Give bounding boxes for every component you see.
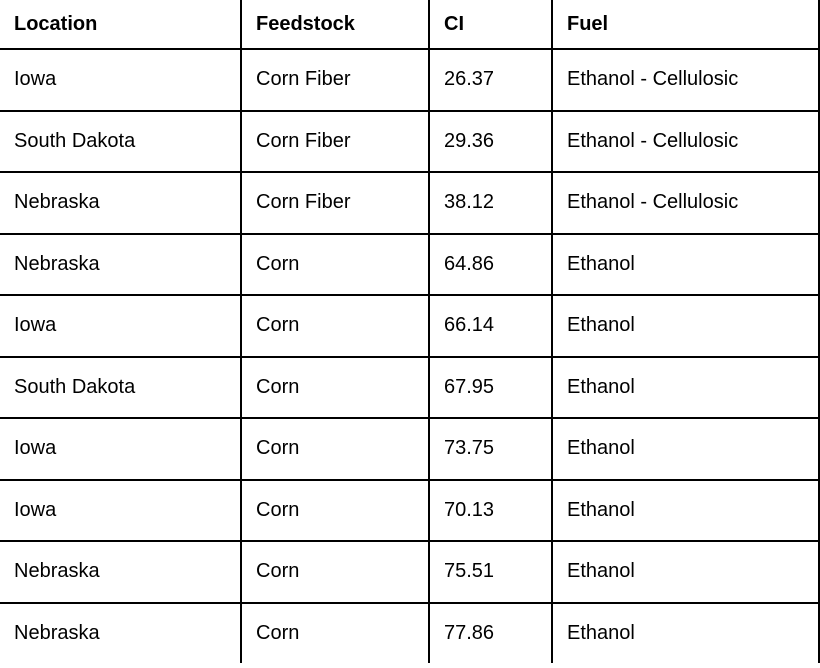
- table-cell: Ethanol: [551, 232, 820, 296]
- table-cell: 29.36: [428, 109, 553, 173]
- table-cell: Nebraska: [0, 540, 242, 604]
- table-row: South Dakota Corn 67.95 Ethanol: [0, 355, 820, 419]
- table-cell: Corn Fiber: [240, 48, 430, 112]
- table-row: South Dakota Corn Fiber 29.36 Ethanol - Cel…: [0, 109, 820, 173]
- table-cell: 75.51: [428, 540, 553, 604]
- table-cell: Iowa: [0, 48, 242, 112]
- table-cell: Ethanol: [551, 601, 820, 663]
- table-cell: Corn: [240, 294, 430, 358]
- table-cell: Corn: [240, 232, 430, 296]
- table-cell: 67.95: [428, 355, 553, 419]
- table-cell: 73.75: [428, 417, 553, 481]
- table-cell: 64.86: [428, 232, 553, 296]
- table-cell: Ethanol - Cellulosic: [551, 48, 820, 112]
- table-cell: Ethanol: [551, 294, 820, 358]
- table-cell: 70.13: [428, 478, 553, 542]
- table-row: Iowa Corn 70.13 Ethanol: [0, 478, 820, 542]
- table-cell: Iowa: [0, 417, 242, 481]
- column-header-location: Location: [0, 0, 242, 50]
- table-cell: Corn: [240, 417, 430, 481]
- table-row: Nebraska Corn 75.51 Ethanol: [0, 540, 820, 604]
- table-cell: Nebraska: [0, 171, 242, 235]
- table-row: Nebraska Corn Fiber 38.12 Ethanol - Cellulo…: [0, 171, 820, 235]
- table-cell: 26.37: [428, 48, 553, 112]
- table-cell: Corn Fiber: [240, 171, 430, 235]
- table-cell: Ethanol - Cellulosic: [551, 109, 820, 173]
- column-header-ci: CI: [428, 0, 553, 50]
- table-cell: 66.14: [428, 294, 553, 358]
- table-cell: 38.12: [428, 171, 553, 235]
- table-body: Iowa Corn Fiber 26.37 Ethanol - Cellulosic S…: [0, 48, 820, 663]
- table-cell: Ethanol: [551, 478, 820, 542]
- table-cell: South Dakota: [0, 355, 242, 419]
- table-cell: Ethanol: [551, 355, 820, 419]
- table-cell: Corn Fiber: [240, 109, 430, 173]
- table-cell: South Dakota: [0, 109, 242, 173]
- table-row: Iowa Corn 66.14 Ethanol: [0, 294, 820, 358]
- table-cell: Nebraska: [0, 232, 242, 296]
- table-row: Iowa Corn Fiber 26.37 Ethanol - Cellulosic: [0, 48, 820, 112]
- column-header-fuel: Fuel: [551, 0, 820, 50]
- table-cell: Ethanol - Cellulosic: [551, 171, 820, 235]
- table-cell: 77.86: [428, 601, 553, 663]
- header-row: Location Feedstock CI Fuel: [0, 0, 820, 50]
- table-row: Nebraska Corn 77.86 Ethanol: [0, 601, 820, 663]
- table-cell: Corn: [240, 355, 430, 419]
- table-cell: Corn: [240, 601, 430, 663]
- table-cell: Ethanol: [551, 540, 820, 604]
- table-row: Iowa Corn 73.75 Ethanol: [0, 417, 820, 481]
- table-row: Nebraska Corn 64.86 Ethanol: [0, 232, 820, 296]
- table-cell: Corn: [240, 478, 430, 542]
- table-cell: Iowa: [0, 294, 242, 358]
- table-cell: Ethanol: [551, 417, 820, 481]
- table-cell: Nebraska: [0, 601, 242, 663]
- table-cell: Corn: [240, 540, 430, 604]
- column-header-feedstock: Feedstock: [240, 0, 430, 50]
- table-cell: Iowa: [0, 478, 242, 542]
